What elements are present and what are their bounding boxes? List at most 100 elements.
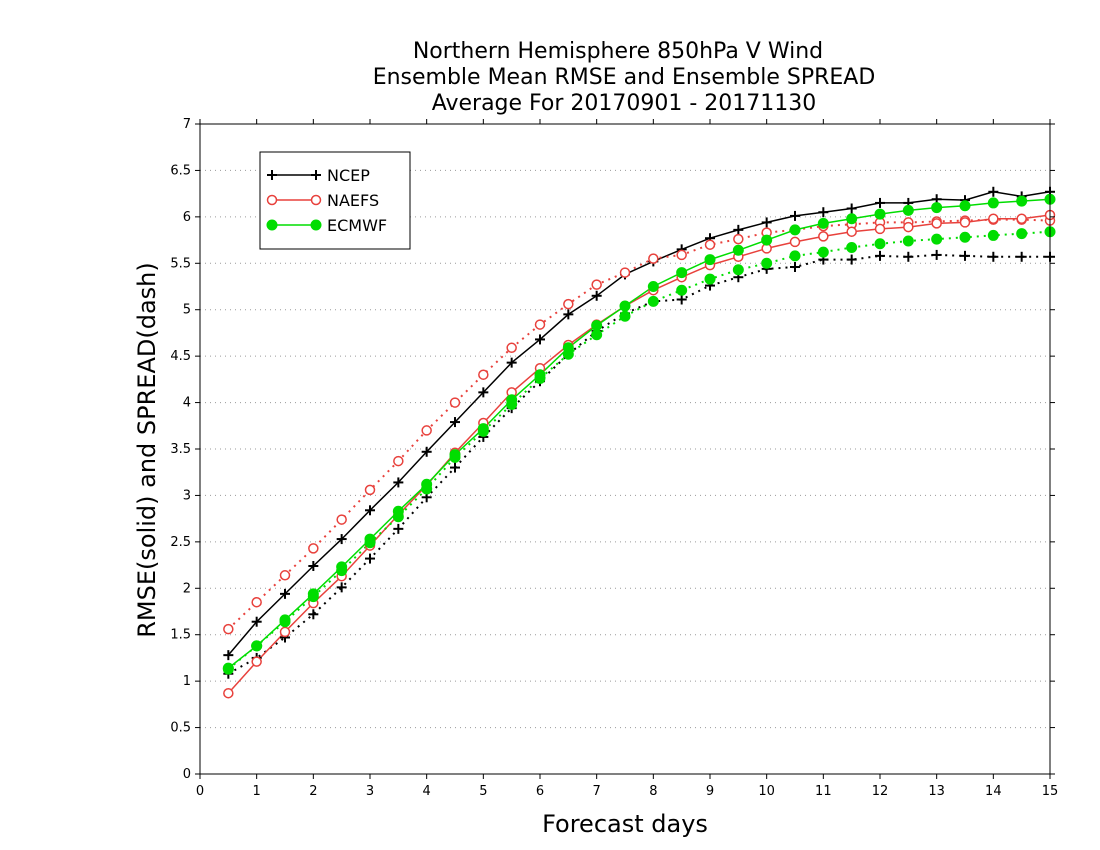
ncep-spread-point xyxy=(960,250,970,261)
ecmwf-spread-point xyxy=(959,231,971,243)
naefs-spread-point xyxy=(704,239,716,250)
ncep-rmse-point xyxy=(761,217,772,228)
naefs-rmse-point xyxy=(988,213,999,224)
x-tick-label: 6 xyxy=(536,784,544,799)
ecmwf-rmse-point xyxy=(931,202,943,214)
ecmwf-rmse-point xyxy=(647,281,659,292)
x-tick-label: 9 xyxy=(706,784,714,799)
ecmwf-rmse-point xyxy=(1016,195,1028,207)
title-line-1: Northern Hemisphere 850hPa V Wind xyxy=(413,39,823,64)
naefs-rmse-point xyxy=(223,687,234,699)
ncep-rmse-point xyxy=(818,207,829,218)
ncep-spread-point xyxy=(450,462,460,473)
ncep-rmse-point xyxy=(336,534,347,545)
gridlines xyxy=(200,169,1050,729)
ecmwf-rmse-point xyxy=(987,197,999,209)
legend-marker-naefs xyxy=(266,194,278,206)
legend-label-ecmwf: ECMWF xyxy=(327,216,387,235)
ecmwf-rmse-point xyxy=(562,342,574,354)
naefs-spread-point xyxy=(648,253,659,264)
ncep-spread-line xyxy=(227,253,1050,675)
y-tick-label: 5.5 xyxy=(170,256,191,271)
x-tick-label: 11 xyxy=(815,784,832,799)
legend-marker-ncep xyxy=(311,170,321,180)
ncep-rmse-point xyxy=(421,446,432,457)
ecmwf-rmse-point xyxy=(506,394,518,406)
ecmwf-rmse-point xyxy=(421,478,433,490)
ecmwf-rmse-point xyxy=(959,200,971,212)
naefs-spread-point xyxy=(336,514,347,525)
naefs-rmse-point xyxy=(846,226,857,237)
y-tick-label: 1 xyxy=(183,674,191,689)
ecmwf-rmse-point xyxy=(704,254,716,266)
ncep-rmse-point xyxy=(535,334,545,345)
y-axis-title: RMSE(solid) and SPREAD(dash) xyxy=(133,262,161,638)
ecmwf-spread-point xyxy=(902,235,914,247)
ecmwf-spread-point xyxy=(931,233,943,245)
y-tick-label: 2 xyxy=(183,581,191,596)
y-tick-label: 0 xyxy=(183,767,191,782)
ecmwf-rmse-point xyxy=(477,423,489,435)
ecmwf-rmse-point xyxy=(761,234,773,246)
ecmwf-rmse-point xyxy=(591,320,603,331)
ecmwf-spread-point xyxy=(817,246,829,258)
ecmwf-rmse-point xyxy=(619,300,631,312)
ecmwf-spread-point xyxy=(591,329,603,341)
y-tick-label: 4 xyxy=(183,396,191,411)
ecmwf-rmse-point xyxy=(902,204,914,216)
naefs-spread-point xyxy=(364,484,376,496)
y-tick-label: 6.5 xyxy=(170,163,191,178)
naefs-spread-point xyxy=(733,233,744,245)
y-tick-label: 3.5 xyxy=(170,442,191,457)
naefs-rmse-line xyxy=(227,214,1051,694)
y-tick-label: 6 xyxy=(183,210,191,225)
ncep-spread-point xyxy=(365,553,375,564)
ecmwf-spread-point xyxy=(647,295,659,307)
x-tick-label: 14 xyxy=(985,784,1002,799)
ecmwf-rmse-point xyxy=(846,213,858,225)
naefs-spread-point xyxy=(619,267,631,278)
naefs-rmse-point xyxy=(874,223,886,235)
ncep-rmse-point xyxy=(308,561,319,571)
ncep-rmse-point xyxy=(846,203,857,214)
naefs-rmse-point xyxy=(251,656,262,667)
ecmwf-rmse-point xyxy=(392,505,404,517)
ncep-rmse-point xyxy=(393,477,404,488)
y-tick-label: 4.5 xyxy=(170,349,191,364)
ncep-spread-point xyxy=(790,262,800,272)
ecmwf-rmse-point xyxy=(676,267,688,279)
chart-title: Northern Hemisphere 850hPa V Wind Ensemb… xyxy=(373,39,876,116)
ncep-spread-point xyxy=(393,523,404,534)
x-axis: 0 1 2 3 4 5 6 7 8 9 10 11 12 13 14 15 xyxy=(196,119,1058,799)
naefs-spread-line xyxy=(227,218,1051,630)
naefs-rmse-point xyxy=(931,218,942,229)
naefs-rmse-point xyxy=(959,217,971,228)
ecmwf-rmse-point xyxy=(789,224,801,236)
title-line-2: Ensemble Mean RMSE and Ensemble SPREAD xyxy=(373,65,876,90)
ncep-rmse-point xyxy=(478,387,489,398)
ncep-rmse-point xyxy=(280,588,290,599)
x-tick-label: 5 xyxy=(479,784,487,799)
y-tick-label: 2.5 xyxy=(170,535,191,550)
y-tick-label: 1.5 xyxy=(170,628,191,643)
ncep-spread-point xyxy=(336,582,347,593)
naefs-rmse-point xyxy=(818,231,829,242)
ncep-spread-point xyxy=(875,250,885,261)
ecmwf-rmse-point xyxy=(307,588,319,600)
ecmwf-rmse-point xyxy=(279,614,291,626)
ncep-spread-point xyxy=(1016,251,1027,262)
naefs-spread-point xyxy=(534,319,546,330)
ecmwf-spread-point xyxy=(987,229,999,241)
y-tick-label: 7 xyxy=(183,117,191,132)
ecmwf-spread-point xyxy=(619,310,631,322)
ncep-spread-point xyxy=(903,251,914,262)
ecmwf-rmse-point xyxy=(874,208,886,220)
ecmwf-rmse-point xyxy=(534,369,546,381)
x-tick-label: 0 xyxy=(196,784,204,799)
naefs-spread-point xyxy=(506,342,517,354)
ecmwf-rmse-point xyxy=(222,662,234,674)
ncep-rmse-point xyxy=(875,197,885,208)
naefs-rmse-point xyxy=(279,626,291,638)
legend-marker-ecmwf xyxy=(266,219,278,231)
legend-label-naefs: NAEFS xyxy=(327,191,379,210)
